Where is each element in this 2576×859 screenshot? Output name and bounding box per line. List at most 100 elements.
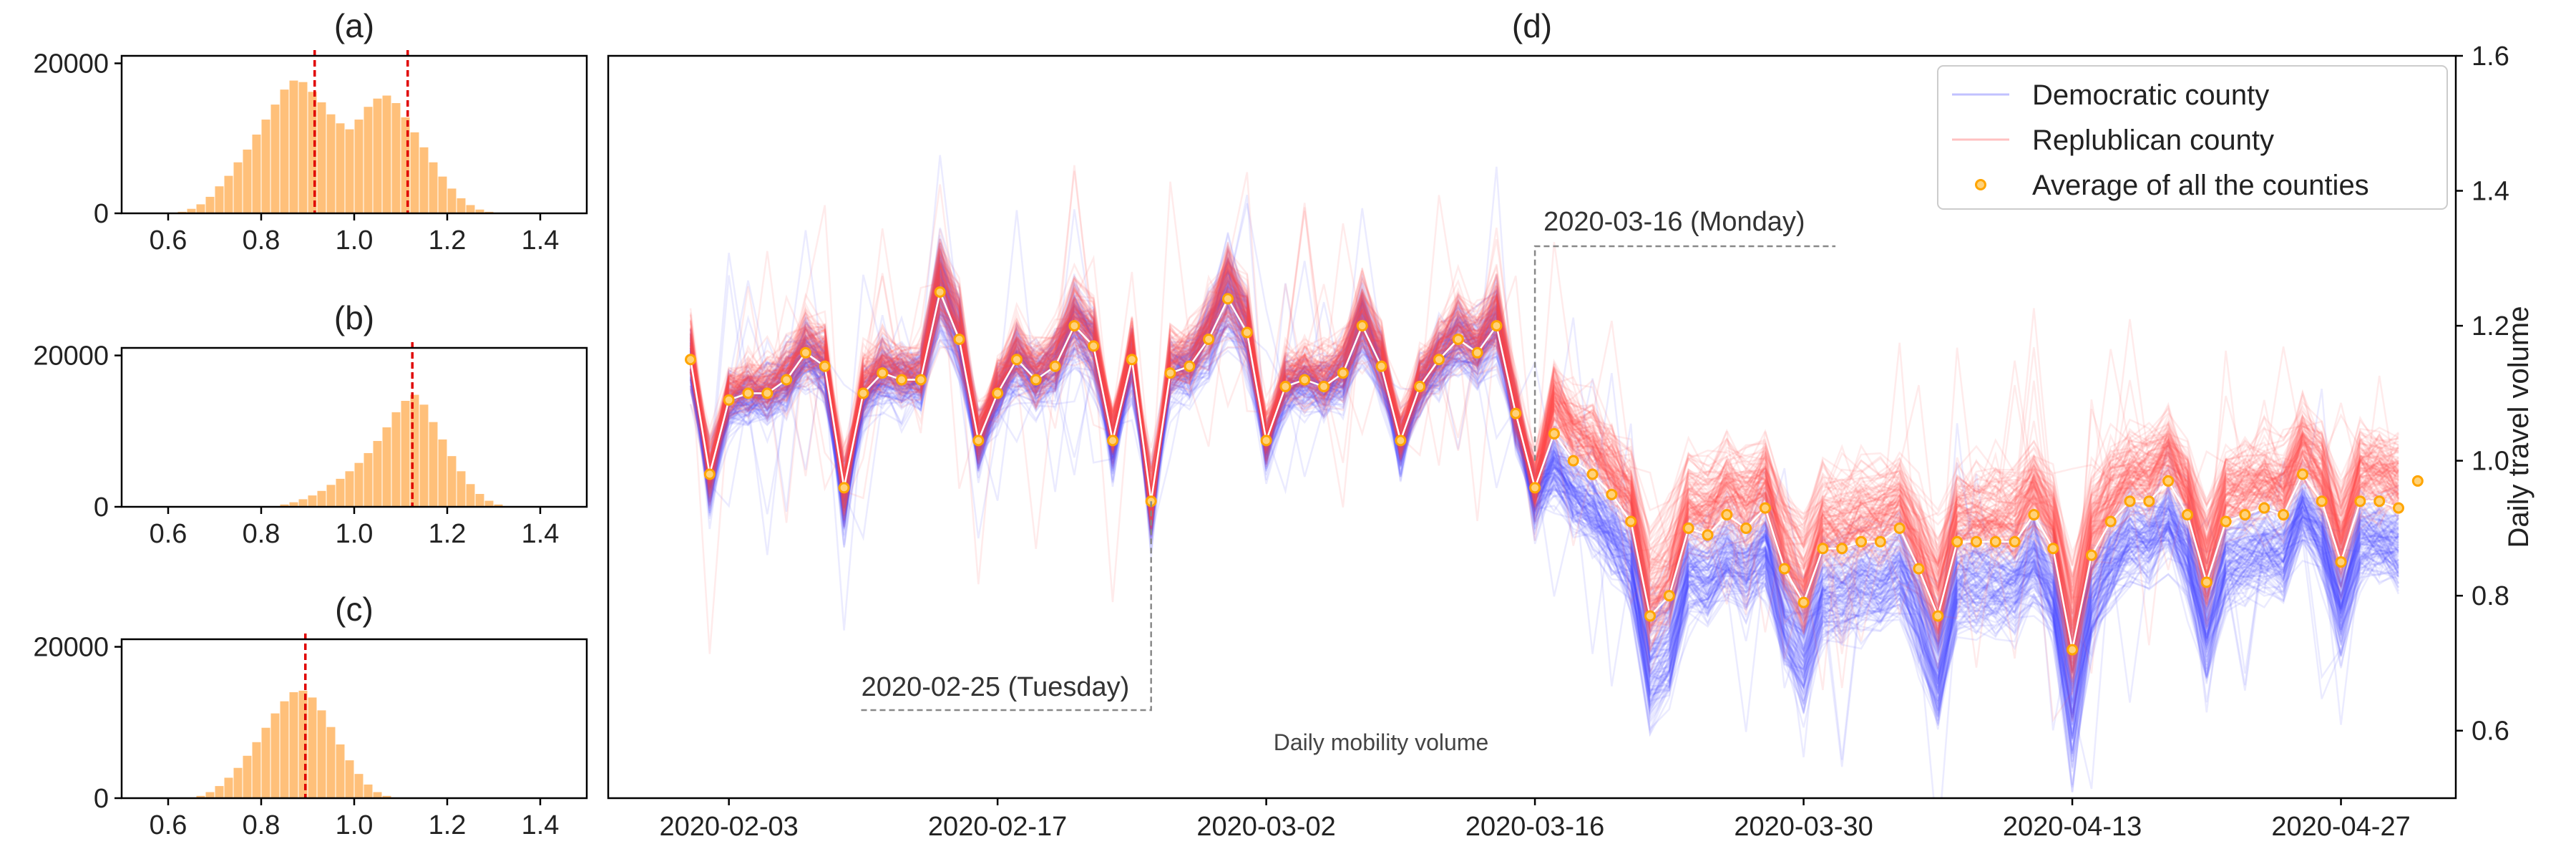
average-point bbox=[781, 374, 793, 386]
democratic-county-line bbox=[689, 273, 2399, 739]
average-point bbox=[2393, 502, 2404, 514]
average-point bbox=[2239, 509, 2251, 521]
histogram-bar bbox=[466, 484, 475, 507]
republican-county-line bbox=[689, 301, 2399, 599]
democratic-county-line bbox=[689, 275, 2399, 653]
republican-county-line bbox=[689, 269, 2399, 645]
republican-county-line bbox=[689, 282, 2399, 608]
republican-county-line bbox=[689, 250, 2399, 629]
histogram-bar bbox=[289, 502, 298, 507]
democratic-county-line bbox=[689, 195, 2399, 674]
average-point bbox=[1567, 455, 1579, 467]
x-tick-label: 2020-04-13 bbox=[2003, 812, 2142, 842]
average-point bbox=[1491, 320, 1503, 332]
democratic-county-line bbox=[689, 278, 2400, 790]
average-point bbox=[1740, 522, 1752, 534]
histogram-bar bbox=[280, 701, 289, 798]
x-tick-label: 2020-03-30 bbox=[1734, 812, 1873, 842]
histogram-panel-a: 0.6 0.8 1.0 1.2 1.4 0 20000 (a) bbox=[33, 7, 588, 256]
democratic-county-line bbox=[689, 298, 2400, 672]
plot-frame bbox=[120, 54, 588, 215]
republican-county-line bbox=[689, 262, 2399, 656]
average-point bbox=[992, 387, 1004, 399]
histogram-bar bbox=[270, 105, 280, 213]
legend-box bbox=[1937, 65, 2448, 210]
y-tick-label: 1.0 bbox=[2472, 447, 2509, 477]
republican-county-line bbox=[689, 228, 2399, 635]
average-point bbox=[1778, 563, 1790, 575]
democratic-county-line bbox=[689, 257, 2400, 739]
histogram-bar bbox=[475, 209, 484, 213]
x-tick-label: 0.8 bbox=[243, 519, 280, 549]
republican-county-line bbox=[689, 299, 2399, 585]
y-tick-label: 1.6 bbox=[2472, 42, 2509, 72]
republican-county-line bbox=[689, 271, 2399, 615]
average-point bbox=[1471, 346, 1483, 359]
annotation-leader-monday bbox=[1533, 245, 1836, 461]
republican-county-line bbox=[689, 268, 2399, 606]
average-point bbox=[1010, 354, 1023, 366]
histogram-bar bbox=[364, 784, 373, 798]
x-tick-label: 0.8 bbox=[243, 225, 280, 256]
average-point bbox=[2200, 576, 2212, 588]
x-tick-label: 0.8 bbox=[243, 810, 280, 840]
average-point bbox=[2411, 475, 2424, 487]
average-point bbox=[1759, 502, 1771, 514]
average-point bbox=[1874, 535, 1886, 548]
democratic-county-line bbox=[689, 243, 2399, 786]
histogram-bar bbox=[382, 795, 391, 798]
legend: Democratic county Replublican county Avera… bbox=[1937, 65, 2448, 210]
republican-county-line bbox=[689, 278, 2399, 653]
republican-county-line bbox=[689, 306, 2399, 578]
democratic-county-line bbox=[689, 254, 2399, 742]
republican-county-line bbox=[689, 267, 2400, 637]
county-lines-group bbox=[685, 155, 2424, 798]
x-tick-label: 2020-04-27 bbox=[2271, 812, 2410, 842]
histogram-bar bbox=[457, 471, 466, 507]
republican-county-line bbox=[689, 290, 2399, 600]
democratic-county-line bbox=[689, 243, 2399, 725]
histogram-bar bbox=[401, 401, 410, 507]
average-point bbox=[1088, 340, 1100, 352]
average-point bbox=[2009, 535, 2021, 548]
histogram-bar bbox=[205, 792, 215, 798]
average-point bbox=[1030, 374, 1042, 386]
y-tick-label: 1.4 bbox=[2472, 177, 2509, 207]
democratic-county-line bbox=[689, 281, 2399, 689]
histogram-bar bbox=[373, 441, 382, 507]
republican-county-line bbox=[689, 227, 2399, 659]
average-point bbox=[1452, 333, 1464, 345]
republican-county-line bbox=[689, 254, 2399, 631]
average-point bbox=[2143, 495, 2155, 508]
democratic-county-line bbox=[689, 258, 2399, 695]
histogram-bar bbox=[289, 80, 298, 213]
average-point bbox=[1586, 468, 1599, 480]
republican-county-line bbox=[689, 203, 2400, 656]
democratic-county-line bbox=[689, 230, 2400, 689]
average-point bbox=[685, 354, 696, 366]
histogram-bar bbox=[317, 490, 326, 507]
republican-county-line bbox=[689, 255, 2399, 663]
panel-title: (b) bbox=[334, 299, 374, 336]
republican-county-line bbox=[689, 263, 2400, 627]
y-tick-label: 0 bbox=[94, 784, 109, 814]
average-point bbox=[1663, 590, 1675, 602]
democratic-county-line bbox=[689, 286, 2400, 664]
y-tick-label: 1.2 bbox=[2472, 311, 2509, 341]
y-tick-label: 20000 bbox=[33, 633, 109, 663]
democratic-county-line bbox=[689, 253, 2400, 713]
average-point bbox=[934, 286, 946, 298]
plot-frame bbox=[120, 346, 588, 508]
republican-county-line bbox=[689, 238, 2399, 723]
histogram-bar bbox=[391, 103, 401, 213]
panel-title: (a) bbox=[334, 7, 374, 44]
y-tick-label: 0 bbox=[94, 199, 109, 229]
average-point bbox=[1606, 488, 1618, 500]
republican-county-line bbox=[689, 294, 2400, 604]
average-point bbox=[2316, 495, 2328, 508]
histogram-bar bbox=[494, 504, 503, 507]
republican-county-line bbox=[689, 223, 2399, 606]
democratic-county-line bbox=[689, 270, 2399, 704]
democratic-county-line bbox=[689, 321, 2400, 674]
x-tick-label: 2020-03-02 bbox=[1196, 812, 1335, 842]
